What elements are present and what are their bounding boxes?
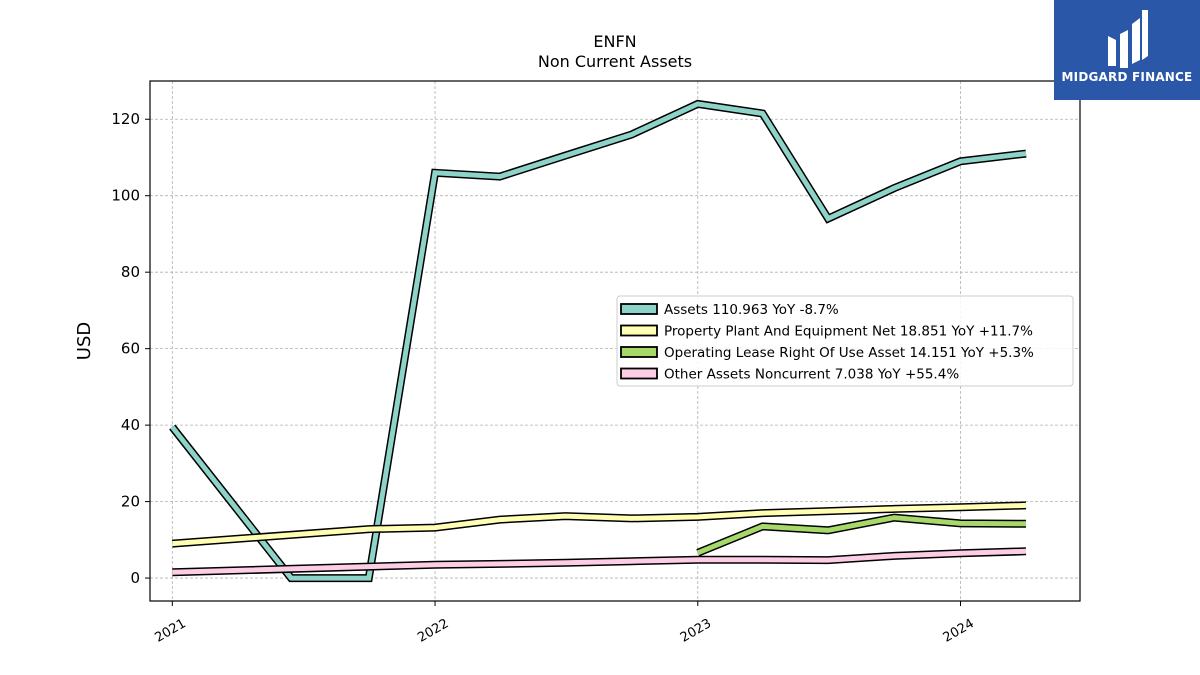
y-tick-label: 60 [121,340,140,358]
y-axis-label: USD [74,322,95,360]
legend-label: Assets 110.963 YoY -8.7% [664,302,839,318]
plot-frame [149,80,1081,602]
legend-item: Property Plant And Equipment Net 18.851 … [620,324,1033,340]
series-line-stroke [172,502,1027,547]
x-tick-label: 2022 [415,616,451,646]
logo-brand-text: MIDGARD FINANCE [1061,70,1193,84]
x-tick-label: 2023 [678,616,714,646]
legend: Assets 110.963 YoY -8.7% Property Plant A… [616,295,1074,387]
legend-item: Other Assets Noncurrent 7.038 YoY +55.4% [620,367,959,383]
y-tick-label: 80 [121,263,140,281]
midgard-finance-logo: MIDGARD FINANCE [1054,0,1200,100]
series-line-stroke [696,515,1027,556]
series-line-stroke [170,101,1027,581]
series-line-stroke [172,548,1027,575]
midgard-logo-icon [1108,10,1148,68]
legend-label: Property Plant And Equipment Net 18.851 … [664,324,1033,340]
y-tick-label: 20 [121,493,140,511]
y-tick-label: 100 [111,187,140,205]
series-line [172,547,1027,577]
y-tick-label: 40 [121,416,140,434]
chart-subtitle: Non Current Assets [537,52,693,71]
legend-label: Operating Lease Right Of Use Asset 14.15… [664,345,1034,361]
legend-box [616,295,1074,387]
legend-item: Operating Lease Right Of Use Asset 14.15… [620,345,1034,361]
x-tick-label: 2024 [941,616,977,646]
legend-label: Other Assets Noncurrent 7.038 YoY +55.4% [664,367,959,383]
y-tick-label: 0 [130,569,140,587]
legend-swatch [620,303,658,315]
legend-swatch [620,346,658,358]
legend-item: Assets 110.963 YoY -8.7% [620,302,839,318]
series-group [169,99,1027,583]
series-line [172,501,1027,548]
series-line [696,513,1027,557]
legend-swatch [620,367,658,380]
legend-swatch [620,324,658,337]
y-tick-label: 120 [111,110,140,128]
chart-title: ENFN [593,32,637,51]
x-tick-label: 2021 [152,616,188,646]
series-line [169,99,1027,583]
